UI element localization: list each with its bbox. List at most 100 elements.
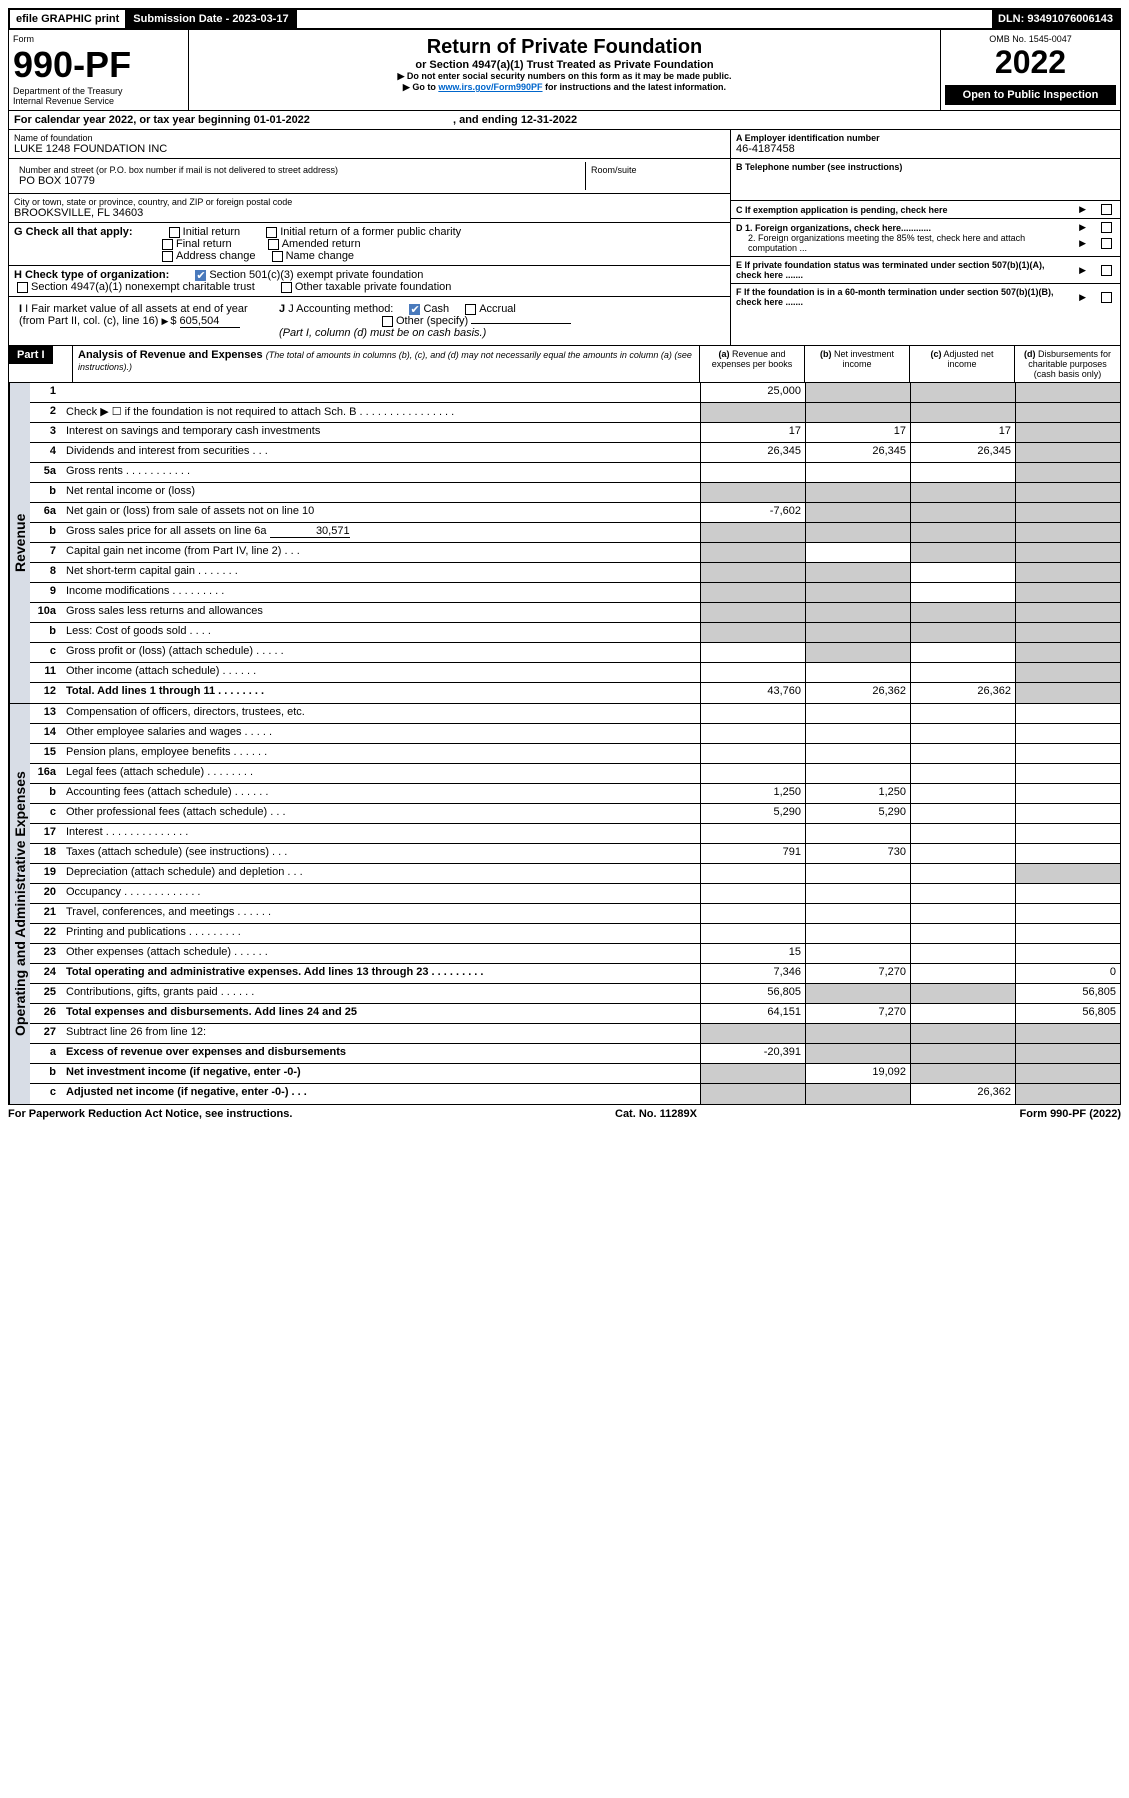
line-desc: Gross profit or (loss) (attach schedule)… <box>62 643 700 662</box>
line-desc: Accounting fees (attach schedule) . . . … <box>62 784 700 803</box>
amount-b: 5,290 <box>805 804 910 823</box>
amount-b <box>805 603 910 622</box>
amount-c <box>910 824 1015 843</box>
g-opt-2: Final return <box>176 238 232 250</box>
amount-d <box>1015 503 1120 522</box>
final-return-checkbox[interactable] <box>162 239 173 250</box>
c-checkbox[interactable] <box>1101 204 1112 215</box>
cal-year-begin: For calendar year 2022, or tax year begi… <box>14 114 310 126</box>
amount-a <box>700 483 805 502</box>
amount-a <box>700 643 805 662</box>
line-desc: Total expenses and disbursements. Add li… <box>62 1004 700 1023</box>
amount-c <box>910 724 1015 743</box>
g-opt-0: Initial return <box>183 226 240 238</box>
table-row: 10aGross sales less returns and allowanc… <box>30 603 1120 623</box>
g-opt-1: Initial return of a former public charit… <box>280 226 461 238</box>
name-label: Name of foundation <box>14 133 725 143</box>
initial-former-checkbox[interactable] <box>266 227 277 238</box>
e-checkbox[interactable] <box>1101 265 1112 276</box>
amount-d <box>1015 704 1120 723</box>
amount-d <box>1015 1044 1120 1063</box>
line-number: 13 <box>30 704 62 723</box>
amount-d <box>1015 383 1120 402</box>
line-number: 6a <box>30 503 62 522</box>
phone-label: B Telephone number (see instructions) <box>736 162 1115 172</box>
amount-a: 17 <box>700 423 805 442</box>
line-number: 26 <box>30 1004 62 1023</box>
name-change-checkbox[interactable] <box>272 251 283 262</box>
j-accrual: Accrual <box>479 303 516 315</box>
amount-c: 26,362 <box>910 683 1015 703</box>
address-change-checkbox[interactable] <box>162 251 173 262</box>
line-desc: Travel, conferences, and meetings . . . … <box>62 904 700 923</box>
h-opt-1: Section 501(c)(3) exempt private foundat… <box>209 269 423 281</box>
cash-checkbox[interactable] <box>409 304 420 315</box>
line-number: b <box>30 483 62 502</box>
amount-b <box>805 1024 910 1043</box>
h-other-checkbox[interactable] <box>281 282 292 293</box>
amount-d <box>1015 543 1120 562</box>
h-label: H Check type of organization: <box>14 269 169 281</box>
table-row: 5aGross rents . . . . . . . . . . . <box>30 463 1120 483</box>
table-row: bLess: Cost of goods sold . . . . <box>30 623 1120 643</box>
line-desc: Other employee salaries and wages . . . … <box>62 724 700 743</box>
amount-d <box>1015 784 1120 803</box>
table-row: 15Pension plans, employee benefits . . .… <box>30 744 1120 764</box>
line-desc: Total operating and administrative expen… <box>62 964 700 983</box>
amount-c <box>910 744 1015 763</box>
efile-label: efile GRAPHIC print <box>10 10 127 28</box>
amount-a: 64,151 <box>700 1004 805 1023</box>
open-inspection: Open to Public Inspection <box>945 85 1116 105</box>
amount-b <box>805 543 910 562</box>
d2-checkbox[interactable] <box>1101 238 1112 249</box>
line-number: 25 <box>30 984 62 1003</box>
d1-checkbox[interactable] <box>1101 222 1112 233</box>
street-address: PO BOX 10779 <box>19 175 580 187</box>
amount-d <box>1015 1064 1120 1083</box>
h-4947-checkbox[interactable] <box>17 282 28 293</box>
line-desc: Less: Cost of goods sold . . . . <box>62 623 700 642</box>
amount-d: 56,805 <box>1015 1004 1120 1023</box>
accrual-checkbox[interactable] <box>465 304 476 315</box>
amount-a: 43,760 <box>700 683 805 703</box>
amount-d <box>1015 643 1120 662</box>
amended-checkbox[interactable] <box>268 239 279 250</box>
table-row: 18Taxes (attach schedule) (see instructi… <box>30 844 1120 864</box>
amount-c <box>910 583 1015 602</box>
amount-d <box>1015 463 1120 482</box>
city-state-zip: BROOKSVILLE, FL 34603 <box>14 207 725 219</box>
amount-a <box>700 724 805 743</box>
form-link[interactable]: www.irs.gov/Form990PF <box>438 82 542 92</box>
amount-d <box>1015 884 1120 903</box>
line-desc: Excess of revenue over expenses and disb… <box>62 1044 700 1063</box>
amount-b <box>805 704 910 723</box>
line-number: 21 <box>30 904 62 923</box>
amount-b <box>805 824 910 843</box>
j-label: J Accounting method: <box>288 303 393 315</box>
table-row: 19Depreciation (attach schedule) and dep… <box>30 864 1120 884</box>
line-desc: Net short-term capital gain . . . . . . … <box>62 563 700 582</box>
line-desc: Interest on savings and temporary cash i… <box>62 423 700 442</box>
col-b-hdr: (b) Net investment income <box>805 346 910 382</box>
line-desc: Legal fees (attach schedule) . . . . . .… <box>62 764 700 783</box>
amount-a <box>700 1064 805 1083</box>
line-desc: Printing and publications . . . . . . . … <box>62 924 700 943</box>
line-number: 10a <box>30 603 62 622</box>
amount-b <box>805 944 910 963</box>
f-checkbox[interactable] <box>1101 292 1112 303</box>
table-row: 17Interest . . . . . . . . . . . . . . <box>30 824 1120 844</box>
table-row: 3Interest on savings and temporary cash … <box>30 423 1120 443</box>
amount-b <box>805 663 910 682</box>
line-desc: Check ▶ ☐ if the foundation is not requi… <box>62 403 700 422</box>
c-label: C If exemption application is pending, c… <box>736 205 1069 215</box>
amount-d <box>1015 403 1120 422</box>
amount-b <box>805 503 910 522</box>
line-number: 2 <box>30 403 62 422</box>
other-method-checkbox[interactable] <box>382 316 393 327</box>
amount-b: 1,250 <box>805 784 910 803</box>
line-number: 1 <box>30 383 62 402</box>
amount-d <box>1015 724 1120 743</box>
h-501c3-checkbox[interactable] <box>195 270 206 281</box>
cal-year-end: , and ending 12-31-2022 <box>453 114 577 126</box>
initial-return-checkbox[interactable] <box>169 227 180 238</box>
